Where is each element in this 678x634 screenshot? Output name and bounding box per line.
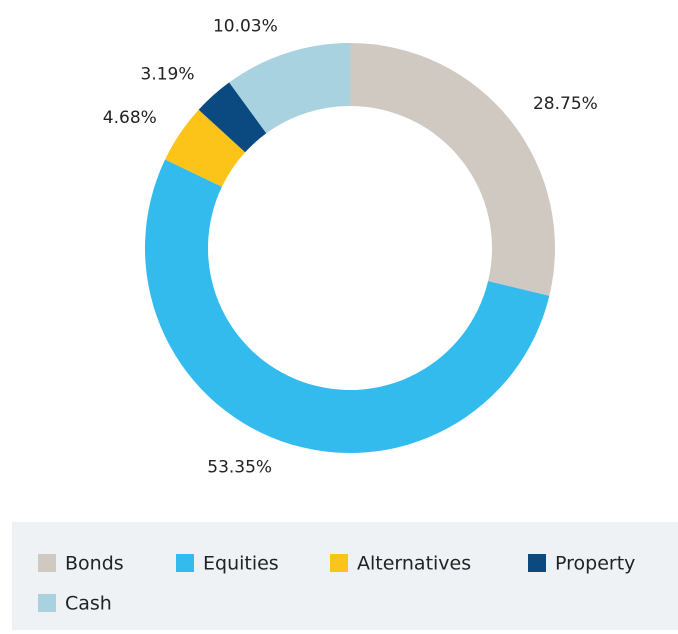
- donut-slice: [350, 43, 555, 296]
- legend-swatch: [38, 554, 56, 572]
- legend-label: Cash: [65, 593, 112, 615]
- donut-slice: [198, 82, 267, 153]
- data-label: 28.75%: [533, 94, 598, 114]
- data-label: 10.03%: [213, 16, 278, 36]
- legend-swatch: [176, 554, 194, 572]
- legend-label: Property: [555, 553, 635, 575]
- legend-label: Bonds: [65, 553, 124, 575]
- donut-slice: [229, 43, 350, 134]
- donut-slice: [165, 109, 246, 187]
- legend-swatch: [38, 594, 56, 612]
- legend-label: Alternatives: [357, 553, 471, 575]
- data-label: 3.19%: [141, 64, 195, 84]
- legend-swatch: [528, 554, 546, 572]
- legend-swatch: [330, 554, 348, 572]
- legend-box: [12, 522, 678, 630]
- legend-label: Equities: [203, 553, 279, 575]
- data-label: 53.35%: [207, 458, 272, 478]
- donut-slice: [145, 159, 550, 453]
- data-label: 4.68%: [103, 108, 157, 128]
